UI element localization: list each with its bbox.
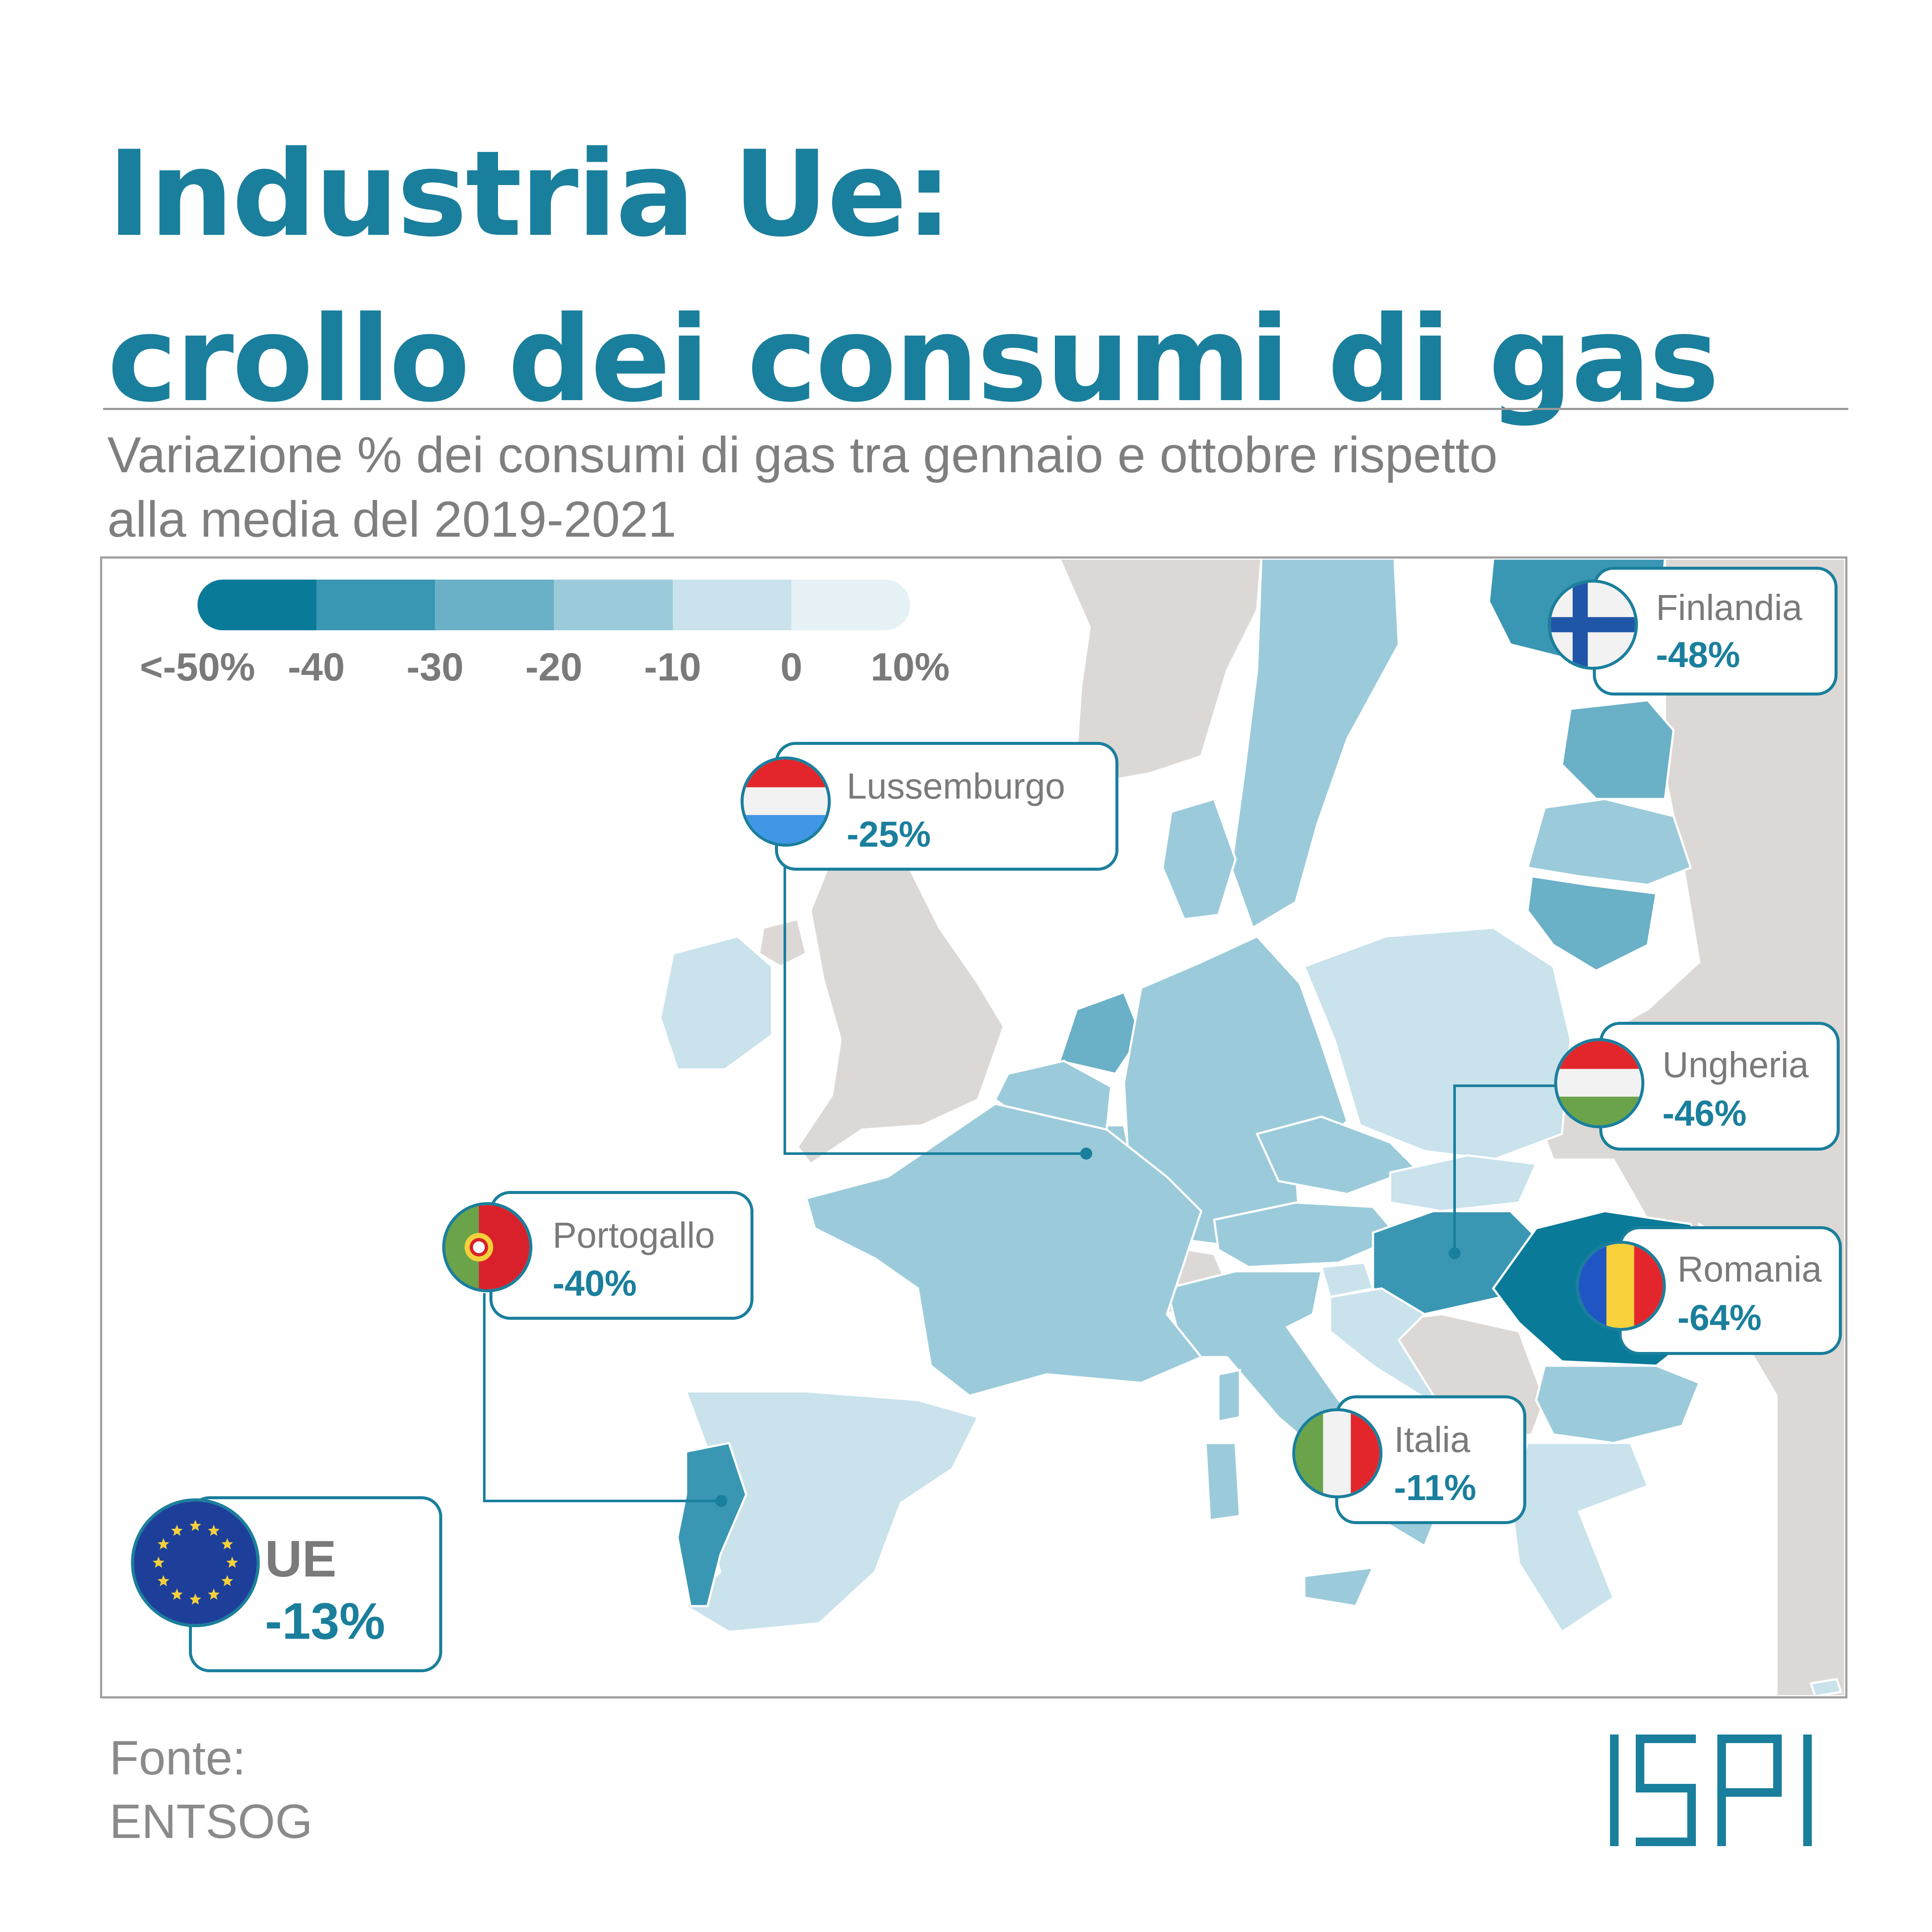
callout-value: -11% [1394, 1467, 1476, 1508]
country-greece [1509, 1442, 1649, 1634]
eu-star-icon [152, 1556, 164, 1568]
eu-star-icon [171, 1589, 183, 1600]
country-bulgaria [1535, 1364, 1701, 1444]
country-portugal [676, 1442, 747, 1607]
ispi-logo [1606, 1735, 1838, 1848]
callout-value: -13% [265, 1592, 386, 1650]
callout-value: -46% [1662, 1093, 1747, 1133]
country-slovakia [1389, 1154, 1538, 1212]
subtitle: Variazione % dei consumi di gas tra genn… [107, 423, 1850, 552]
page-title: Industria Ue: crollo dei consumi di gas [107, 112, 1719, 442]
callout-name: Ungheria [1662, 1045, 1809, 1085]
italy-flag-icon [1292, 1408, 1382, 1498]
country-latvia [1526, 798, 1692, 886]
callout-name: Lussemburgo [847, 766, 1065, 806]
country-corsica [1217, 1368, 1241, 1423]
country-sweden [1230, 559, 1400, 930]
legend-tick-label: <-50% [140, 645, 255, 689]
callout-name: Finlandia [1656, 587, 1802, 628]
callout-name: UE [265, 1530, 337, 1588]
legend-swatch [554, 580, 673, 630]
hungary-flag-icon [1554, 1038, 1644, 1128]
eu-star-icon [208, 1589, 220, 1600]
callout-value: -64% [1677, 1297, 1762, 1338]
eu-star-icon [221, 1575, 233, 1586]
country-cyprus [1809, 1678, 1843, 1696]
subtitle-line-1: Variazione % dei consumi di gas tra genn… [107, 427, 1498, 483]
eu-star-icon [189, 1519, 201, 1531]
country-sardinia [1204, 1442, 1241, 1522]
leader-line-portogallo [483, 1293, 719, 1502]
eu-star-icon [221, 1538, 233, 1549]
leader-dot-lussemburgo [1080, 1148, 1092, 1160]
subtitle-line-2: alla media del 2019-2021 [107, 491, 677, 548]
country-lithuania [1526, 875, 1658, 972]
eu-flag-icon [131, 1498, 260, 1627]
legend-swatch [316, 580, 435, 630]
eu-star-icon [158, 1538, 170, 1549]
callout-name: Romania [1677, 1249, 1822, 1289]
callout-name: Portogallo [553, 1215, 715, 1255]
legend-swatch [672, 580, 792, 630]
legend-tick-label: -30 [406, 645, 464, 689]
region-norway [1058, 559, 1263, 783]
color-legend: <-50% -40 -30 -20 -10 0 10% [140, 580, 950, 689]
callout-value: -40% [553, 1263, 637, 1303]
eu-star-icon [189, 1593, 201, 1605]
legend-tick-label: -10 [644, 645, 702, 689]
source-value: ENTSOG [109, 1795, 313, 1848]
leader-dot-ungheria [1449, 1247, 1461, 1259]
country-croatia [1329, 1287, 1443, 1410]
country-sicily [1303, 1566, 1375, 1607]
title-line-1: Industria Ue: [107, 125, 953, 263]
leader-dot-portogallo [715, 1495, 727, 1507]
legend-swatch [791, 580, 910, 630]
eu-star-icon [226, 1556, 238, 1568]
country-ireland [659, 935, 773, 1071]
region-uk [796, 841, 1005, 1166]
legend-tick-label: -40 [288, 645, 345, 689]
title-divider [103, 408, 1848, 410]
romania-flag-icon [1576, 1241, 1666, 1331]
luxembourg-flag-icon [741, 756, 831, 847]
legend-tick-label: 0 [780, 645, 802, 689]
eu-star-icon [158, 1575, 170, 1586]
portugal-flag-icon [442, 1202, 532, 1292]
country-slovenia [1320, 1261, 1375, 1298]
callout-value: -25% [847, 814, 931, 854]
finland-flag-icon [1548, 580, 1638, 670]
title-line-2: crollo dei consumi di gas [107, 291, 1719, 428]
eu-star-icon [171, 1525, 183, 1536]
callout-name: Italia [1394, 1419, 1470, 1460]
legend-tick-label: -20 [525, 645, 583, 689]
legend-swatch [435, 580, 554, 630]
leader-line-ungheria [1453, 1084, 1558, 1252]
legend-tick-label: 10% [870, 645, 950, 689]
callout-ungheria: Ungheria -46% [1599, 1022, 1840, 1151]
callout-value: -48% [1656, 635, 1741, 675]
eu-star-icon [208, 1525, 220, 1536]
country-poland [1303, 927, 1572, 1161]
country-france [805, 1103, 1203, 1397]
region-northern-ireland [758, 917, 808, 968]
country-austria [1213, 1201, 1401, 1268]
country-estonia [1561, 699, 1675, 800]
legend-color-bar [197, 580, 910, 630]
source-label: Fonte: [109, 1731, 246, 1785]
legend-swatch [197, 580, 316, 630]
callout-portogallo: Portogallo -40% [489, 1191, 753, 1320]
leader-line-lussemburgo [784, 825, 1082, 1155]
country-denmark [1161, 797, 1237, 920]
